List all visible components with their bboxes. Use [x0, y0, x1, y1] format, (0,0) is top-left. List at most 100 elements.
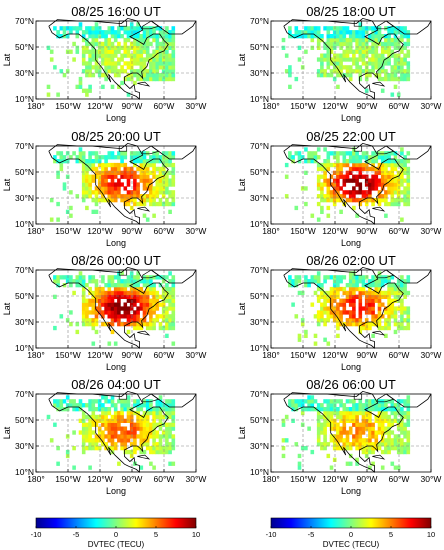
tec-cell	[323, 410, 327, 416]
tec-cell	[316, 186, 321, 191]
tec-cell	[75, 159, 80, 164]
tec-cell	[374, 418, 379, 423]
tec-cell	[78, 403, 83, 408]
tec-cell	[393, 61, 398, 66]
tec-cell	[300, 410, 305, 416]
tec-cell	[117, 61, 121, 66]
tec-cell	[94, 209, 99, 214]
tec-cell	[88, 286, 92, 292]
tec-cell	[165, 399, 169, 404]
tec-cell	[152, 310, 156, 315]
tec-cell	[91, 151, 96, 156]
tec-cell	[168, 194, 172, 199]
tec-cell	[304, 329, 308, 335]
tec-cell	[355, 283, 359, 288]
tec-cell	[104, 290, 108, 296]
tec-cell	[158, 418, 163, 423]
tec-cell	[91, 209, 96, 214]
tec-cell	[139, 162, 144, 168]
plot-frame	[35, 20, 197, 100]
tec-cell	[352, 37, 356, 43]
tec-cell	[139, 69, 144, 74]
tec-cell	[78, 159, 83, 164]
tec-cell	[165, 426, 169, 431]
tec-cell	[94, 314, 99, 319]
tec-cell	[136, 76, 140, 82]
tec-cell	[336, 155, 340, 160]
tec-cell	[107, 69, 112, 74]
tec-cell	[171, 53, 176, 58]
tec-cell	[380, 465, 385, 470]
tec-cell	[152, 322, 156, 327]
tec-cell	[355, 430, 359, 435]
tec-cell	[117, 426, 121, 431]
tec-cell	[139, 438, 144, 443]
tec-cell	[117, 194, 121, 199]
tec-cell	[355, 407, 359, 412]
tec-cell	[400, 410, 404, 416]
tec-cell	[94, 41, 99, 47]
tec-cell	[387, 76, 391, 82]
tec-cell	[304, 186, 308, 191]
tec-cell	[123, 438, 128, 443]
tec-cell	[56, 403, 60, 408]
tec-cell	[384, 174, 388, 179]
tec-cell	[361, 57, 366, 62]
panel-title: 08/25 16:00 UT	[71, 4, 161, 19]
tec-cell	[78, 407, 83, 412]
tec-cell	[88, 159, 92, 164]
tec-cell	[152, 37, 156, 43]
tec-cell	[91, 422, 96, 427]
tec-cell	[374, 73, 379, 78]
tec-cell	[97, 306, 102, 311]
tec-cell	[368, 26, 372, 31]
x-tick-label: 150°W	[290, 101, 316, 111]
tec-cell	[88, 69, 92, 74]
tec-cell	[149, 290, 153, 296]
tec-cell	[323, 306, 327, 311]
tec-cell	[336, 426, 340, 431]
tec-cell	[323, 279, 327, 284]
tec-cell	[336, 279, 340, 284]
tec-cell	[358, 41, 363, 47]
x-tick-label: 90°W	[122, 226, 143, 236]
tec-cell	[85, 322, 89, 327]
tec-cell	[329, 37, 334, 43]
tec-cell	[165, 57, 169, 62]
tec-cell	[358, 73, 363, 78]
tec-cell	[368, 422, 372, 427]
tec-cell	[345, 414, 350, 420]
tec-cell	[155, 61, 160, 66]
tec-cell	[358, 290, 363, 296]
tec-cell	[139, 174, 144, 179]
tec-cell	[165, 182, 169, 187]
tec-cell	[387, 414, 391, 420]
tec-cell	[348, 57, 353, 62]
tec-cell	[387, 310, 391, 315]
tec-cell	[171, 434, 176, 439]
tec-cell	[339, 194, 343, 199]
tec-cell	[165, 449, 169, 455]
tec-cell	[136, 190, 140, 195]
tec-cell	[110, 426, 115, 431]
x-tick-label: 60°W	[154, 350, 175, 360]
tec-cell	[136, 275, 140, 280]
tec-cell	[133, 310, 137, 315]
tec-cell	[113, 290, 118, 296]
tec-cell	[139, 302, 144, 307]
tec-cell	[113, 182, 118, 187]
y-tick-label: 30°N	[15, 317, 34, 327]
tec-cell	[371, 69, 375, 74]
tec-cell	[307, 283, 311, 288]
tec-cell	[171, 422, 176, 427]
tec-cell	[142, 178, 147, 183]
tec-cell	[91, 53, 96, 58]
tec-cell	[120, 45, 124, 50]
tec-cell	[133, 198, 137, 203]
tec-cell	[387, 279, 391, 284]
tec-cell	[390, 69, 395, 74]
tec-cell	[332, 53, 337, 58]
tec-cell	[149, 446, 153, 451]
tec-cell	[342, 65, 347, 70]
y-tick-label: 70°N	[250, 389, 269, 399]
